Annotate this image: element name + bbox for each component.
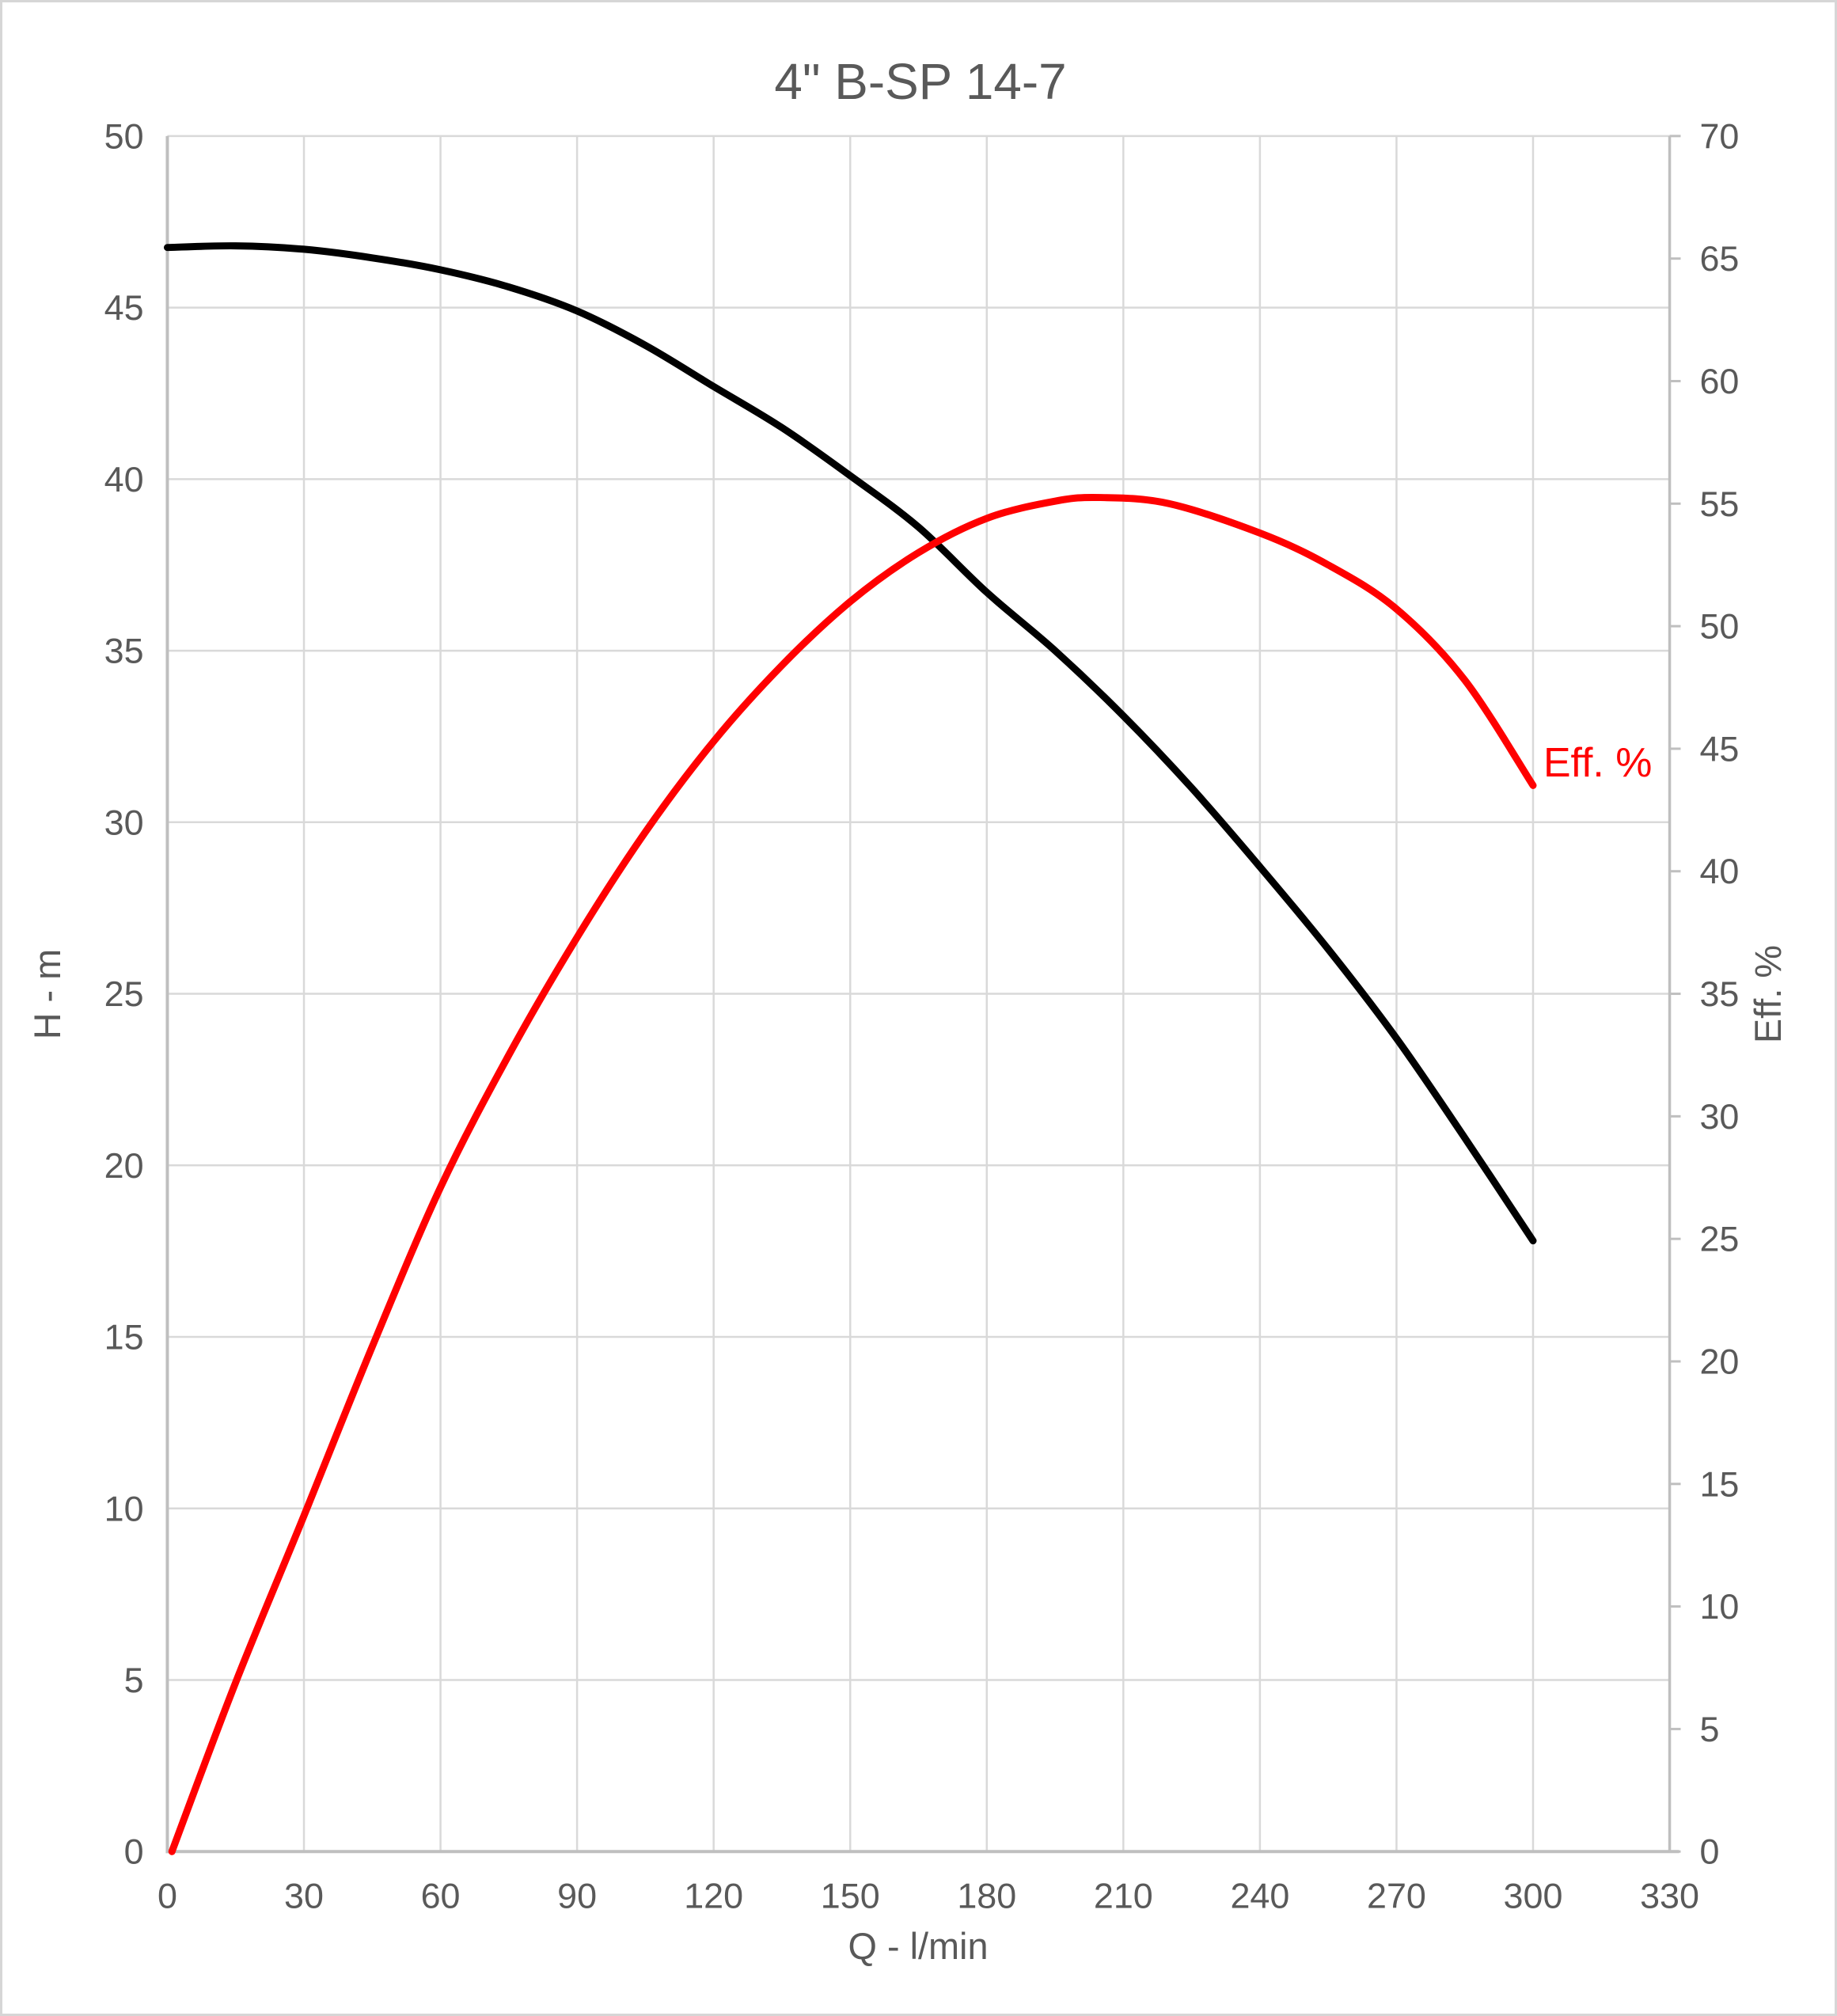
x-tick-label: 60 — [421, 1876, 461, 1916]
y-right-tick-label: 55 — [1699, 484, 1739, 524]
x-tick-label: 240 — [1230, 1876, 1289, 1916]
x-tick-label: 120 — [684, 1876, 743, 1916]
x-tick-label: 270 — [1367, 1876, 1426, 1916]
y-right-tick-label: 60 — [1699, 361, 1739, 401]
y-right-tick-label: 20 — [1699, 1341, 1739, 1381]
y-left-axis-title: H - m — [27, 949, 68, 1040]
curves — [163, 242, 1537, 1855]
head-curve — [163, 242, 1537, 1245]
x-tick-label: 30 — [284, 1876, 324, 1916]
y-right-tick-label: 5 — [1699, 1709, 1719, 1749]
y-left-tick-label: 40 — [104, 459, 144, 499]
x-tick-label: 300 — [1504, 1876, 1563, 1916]
y-right-axis-title: Eff. % — [1748, 945, 1789, 1043]
y-right-tick-label: 30 — [1699, 1096, 1739, 1137]
x-tick-label: 210 — [1094, 1876, 1153, 1916]
y-left-tick-label: 35 — [104, 631, 144, 671]
y-left-tick-label: 15 — [104, 1317, 144, 1357]
x-tick-label: 90 — [557, 1876, 597, 1916]
y-right-tick-label: 50 — [1699, 606, 1739, 647]
y-left-tick-label: 25 — [104, 974, 144, 1014]
y-left-tick-label: 30 — [104, 802, 144, 842]
x-tick-label: 0 — [158, 1876, 177, 1916]
y-right-tick-label: 35 — [1699, 974, 1739, 1014]
y-right-tick-label: 0 — [1699, 1832, 1719, 1872]
chart-title: 4" B-SP 14-7 — [774, 53, 1066, 110]
x-tick-label: 330 — [1640, 1876, 1699, 1916]
y-right-tick-label: 65 — [1699, 238, 1739, 279]
y-left-tick-label: 50 — [104, 116, 144, 156]
x-tick-label: 150 — [821, 1876, 880, 1916]
y-right-tick-label: 10 — [1699, 1586, 1739, 1627]
y-left-tick-label: 0 — [124, 1832, 144, 1872]
y-left-tick-label: 5 — [124, 1660, 144, 1700]
efficiency-series-label: Eff. % — [1543, 739, 1652, 785]
y-left-tick-label: 20 — [104, 1145, 144, 1186]
tick-labels: 0 5 10 15 20 25 30 35 40 45 50 0 5 10 15 20 25 30 35 40 45 50… — [104, 116, 1740, 1915]
efficiency-curve — [168, 493, 1537, 1855]
y-right-tick-label: 15 — [1699, 1464, 1739, 1504]
y-right-tick-label: 45 — [1699, 728, 1739, 769]
x-tick-label: 180 — [957, 1876, 1016, 1916]
y-right-tick-label: 70 — [1699, 116, 1739, 156]
axes-spines — [165, 135, 1681, 1854]
gridlines — [167, 135, 1670, 1852]
x-axis-title: Q - l/min — [848, 1926, 988, 1967]
y-left-tick-label: 45 — [104, 287, 144, 328]
y-right-tick-label: 25 — [1699, 1219, 1739, 1259]
y-left-tick-label: 10 — [104, 1488, 144, 1528]
y-right-tick-label: 40 — [1699, 851, 1739, 891]
